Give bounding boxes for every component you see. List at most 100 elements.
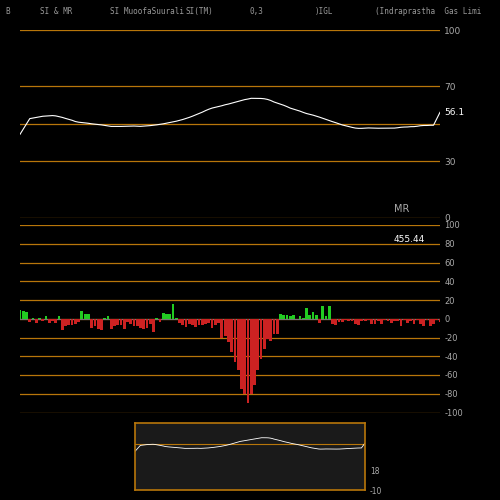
Bar xyxy=(152,319,155,332)
Bar xyxy=(168,314,171,319)
Bar xyxy=(360,319,363,322)
Bar xyxy=(35,319,37,322)
Bar xyxy=(104,318,106,319)
Bar xyxy=(357,319,360,325)
Bar xyxy=(312,312,314,319)
Bar xyxy=(22,310,25,319)
Bar xyxy=(438,319,442,322)
Bar xyxy=(224,319,226,336)
Bar xyxy=(396,319,399,322)
Bar xyxy=(136,319,138,326)
Bar xyxy=(178,319,181,323)
Bar xyxy=(393,319,396,322)
Bar xyxy=(132,319,136,326)
Bar xyxy=(279,314,282,319)
Bar xyxy=(324,316,328,319)
Bar xyxy=(234,319,236,362)
Bar xyxy=(380,319,383,324)
Bar xyxy=(338,319,340,322)
Bar xyxy=(305,308,308,319)
Bar xyxy=(263,319,266,348)
Bar xyxy=(272,319,276,334)
Bar xyxy=(282,315,285,319)
Bar xyxy=(61,319,64,330)
Bar xyxy=(191,319,194,324)
Bar xyxy=(386,319,390,320)
Bar xyxy=(139,319,142,328)
Bar xyxy=(94,319,96,326)
Bar xyxy=(266,319,269,339)
Bar xyxy=(18,310,22,319)
Bar xyxy=(165,314,168,319)
Bar xyxy=(328,306,330,319)
Bar xyxy=(58,316,60,319)
Bar xyxy=(25,312,28,319)
Bar xyxy=(334,319,337,326)
Bar xyxy=(184,319,188,328)
Bar xyxy=(432,319,435,324)
Bar xyxy=(113,319,116,326)
Bar xyxy=(344,319,347,320)
Bar xyxy=(42,319,44,320)
Bar xyxy=(286,314,288,319)
Bar xyxy=(110,319,112,330)
Bar xyxy=(298,316,302,319)
Bar xyxy=(68,319,70,326)
Bar xyxy=(260,319,262,359)
Bar xyxy=(48,319,50,323)
Bar xyxy=(84,314,86,319)
Bar xyxy=(116,319,119,324)
Bar xyxy=(341,319,344,322)
Text: 455.44: 455.44 xyxy=(394,234,425,244)
Bar xyxy=(315,315,318,319)
Bar xyxy=(217,319,220,324)
Bar xyxy=(370,319,373,324)
Bar xyxy=(194,319,197,327)
Bar xyxy=(426,319,428,320)
Bar xyxy=(354,319,356,324)
Bar xyxy=(429,319,432,326)
Bar xyxy=(240,319,243,388)
Bar xyxy=(390,319,392,324)
Bar xyxy=(188,319,190,324)
Bar xyxy=(51,319,54,321)
Bar xyxy=(97,319,100,330)
Bar xyxy=(130,319,132,324)
Bar xyxy=(149,319,152,324)
Bar xyxy=(318,319,321,323)
Bar xyxy=(246,319,250,403)
Text: B: B xyxy=(5,6,10,16)
Text: )IGL: )IGL xyxy=(315,6,334,16)
Bar xyxy=(38,318,41,319)
Bar xyxy=(208,319,210,324)
Bar xyxy=(120,319,122,325)
Bar xyxy=(220,319,223,338)
Bar xyxy=(400,319,402,326)
Bar xyxy=(331,319,334,324)
Bar xyxy=(44,316,48,319)
Text: SI & MR: SI & MR xyxy=(40,6,72,16)
Bar xyxy=(204,319,207,324)
Bar xyxy=(384,319,386,320)
Bar xyxy=(416,319,418,320)
Bar xyxy=(214,319,216,326)
Bar xyxy=(253,319,256,385)
Bar xyxy=(406,319,409,323)
Bar xyxy=(276,319,278,334)
Bar xyxy=(70,319,74,324)
Bar xyxy=(90,319,93,328)
Bar xyxy=(172,304,174,319)
Text: (Indraprastha  Gas Limi: (Indraprastha Gas Limi xyxy=(375,6,482,16)
Bar xyxy=(422,319,425,326)
Text: 0,3: 0,3 xyxy=(250,6,264,16)
Bar xyxy=(412,319,416,324)
Bar xyxy=(230,319,233,352)
Bar xyxy=(54,319,57,324)
Bar xyxy=(250,319,252,394)
Bar xyxy=(410,319,412,321)
Bar xyxy=(308,315,311,319)
Text: MR: MR xyxy=(394,204,409,214)
Bar xyxy=(146,319,148,328)
Bar xyxy=(162,314,164,319)
Text: SI(TM): SI(TM) xyxy=(185,6,213,16)
